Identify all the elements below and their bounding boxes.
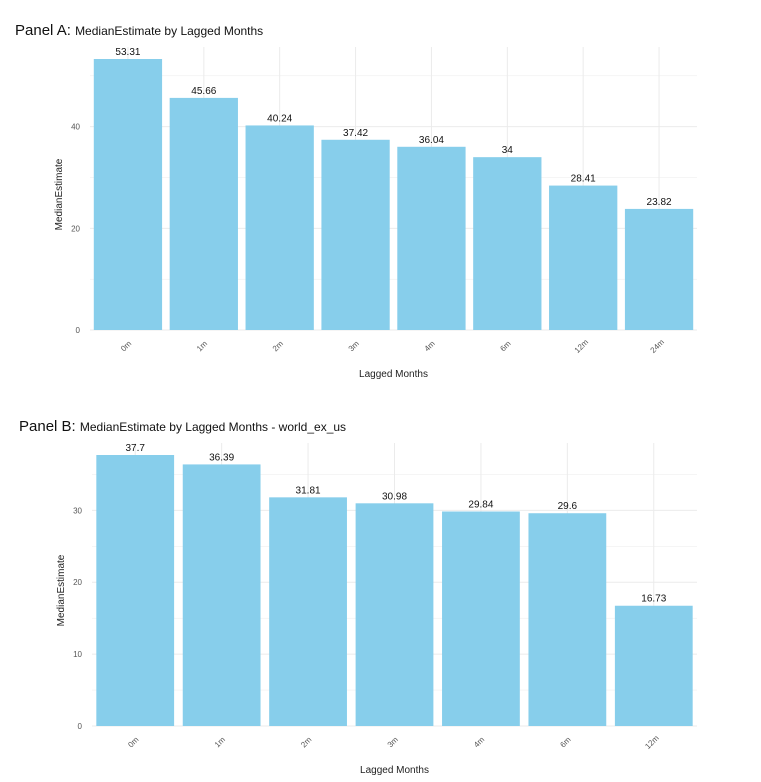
y-axis-title: MedianEstimate bbox=[56, 554, 67, 626]
y-tick-label: 0 bbox=[78, 722, 83, 731]
y-tick-label: 0 bbox=[76, 326, 81, 335]
x-tick-label: 12m bbox=[643, 733, 661, 751]
y-tick-label: 20 bbox=[73, 578, 82, 587]
bar-value-label: 37.42 bbox=[343, 128, 368, 139]
bar-value-label: 29.6 bbox=[558, 501, 578, 512]
bar bbox=[169, 97, 238, 330]
bar-value-label: 30.98 bbox=[382, 491, 407, 502]
panel-b-label: Panel B: bbox=[19, 418, 76, 435]
x-tick-label: 4m bbox=[472, 735, 486, 749]
bar bbox=[624, 208, 694, 330]
y-axis-title: MedianEstimate bbox=[54, 158, 65, 230]
panel-b-heading: Panel B: MedianEstimate by Lagged Months… bbox=[19, 418, 346, 435]
bar-value-label: 31.81 bbox=[296, 485, 321, 496]
x-axis-title: Lagged Months bbox=[360, 765, 429, 776]
x-tick-label: 3m bbox=[386, 735, 400, 749]
bar-value-label: 16.73 bbox=[641, 594, 666, 605]
bar bbox=[397, 146, 466, 330]
bar-value-label: 36.39 bbox=[209, 452, 234, 463]
bar bbox=[442, 511, 520, 726]
panel-a-bar-chart: 0204053.310m45.661m40.242m37.423m36.044m… bbox=[54, 47, 697, 380]
panel-a-chart-title: MedianEstimate by Lagged Months bbox=[75, 24, 264, 38]
x-tick-label: 0m bbox=[126, 735, 140, 749]
y-tick-label: 20 bbox=[71, 224, 80, 233]
bar bbox=[269, 497, 347, 726]
y-tick-label: 40 bbox=[71, 123, 80, 132]
bar-value-label: 40.24 bbox=[267, 113, 292, 124]
bar-value-label: 28.41 bbox=[571, 174, 596, 185]
bar bbox=[355, 503, 434, 726]
bar bbox=[614, 605, 693, 726]
x-tick-label: 6m bbox=[558, 735, 572, 749]
bar-value-label: 29.84 bbox=[468, 500, 493, 511]
panel-a-label: Panel A: bbox=[15, 22, 71, 39]
x-axis-title: Lagged Months bbox=[359, 369, 428, 380]
bar-value-label: 36.04 bbox=[419, 135, 444, 146]
bar bbox=[182, 464, 261, 726]
y-tick-label: 10 bbox=[73, 650, 82, 659]
bar bbox=[93, 59, 163, 330]
panel-a-heading: Panel A: MedianEstimate by Lagged Months bbox=[15, 22, 263, 39]
bar-value-label: 37.7 bbox=[125, 443, 145, 454]
bar-value-label: 45.66 bbox=[191, 86, 216, 97]
bar bbox=[528, 513, 607, 726]
bar bbox=[245, 125, 314, 330]
bar bbox=[96, 455, 175, 726]
bar bbox=[549, 185, 618, 330]
bar-value-label: 23.82 bbox=[647, 197, 672, 208]
x-tick-label: 2m bbox=[299, 735, 313, 749]
x-tick-label: 1m bbox=[213, 735, 227, 749]
bar-value-label: 34 bbox=[502, 145, 514, 156]
y-tick-label: 30 bbox=[73, 506, 82, 515]
panel-b-chart-title: MedianEstimate by Lagged Months - world_… bbox=[79, 420, 347, 434]
bar bbox=[473, 157, 542, 330]
bar bbox=[321, 139, 390, 330]
bar-value-label: 53.31 bbox=[115, 47, 140, 58]
